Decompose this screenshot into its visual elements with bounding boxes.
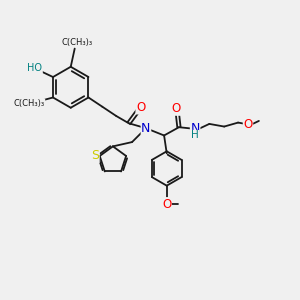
Text: S: S: [91, 149, 99, 163]
Text: N: N: [190, 122, 200, 135]
Text: O: O: [136, 101, 145, 114]
Text: C(CH₃)₃: C(CH₃)₃: [61, 38, 92, 46]
Text: O: O: [162, 198, 171, 211]
Text: O: O: [171, 102, 181, 115]
Text: H: H: [191, 130, 199, 140]
Text: HO: HO: [27, 63, 42, 74]
Text: C(CH₃)₃: C(CH₃)₃: [14, 99, 45, 108]
Text: N: N: [141, 122, 151, 135]
Text: O: O: [243, 118, 253, 131]
